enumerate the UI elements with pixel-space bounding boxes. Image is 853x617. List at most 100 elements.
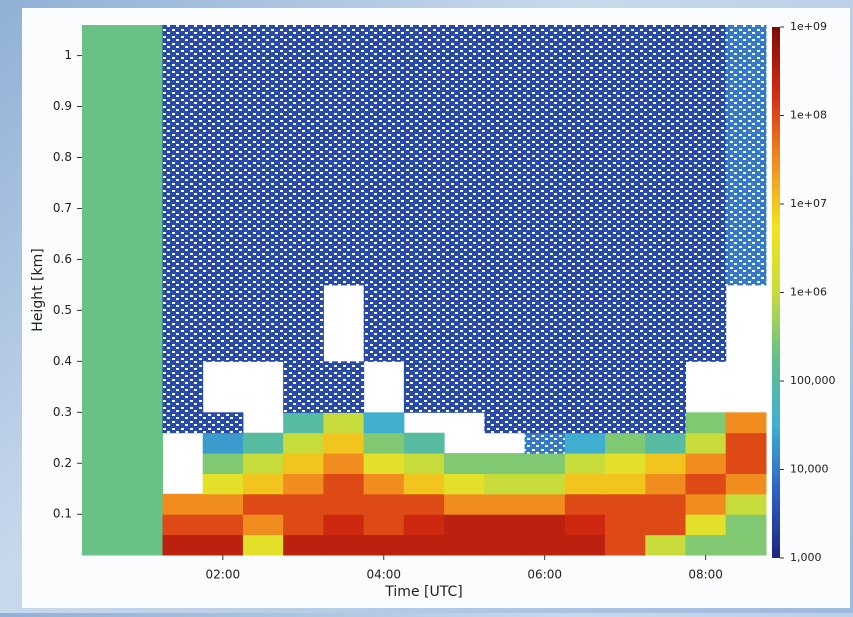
heat-cell <box>202 534 244 556</box>
heat-cell <box>122 514 163 536</box>
heat-cell <box>82 432 123 454</box>
speckle <box>242 25 284 133</box>
heat-cell <box>82 132 123 209</box>
speckle <box>564 361 606 413</box>
heat-cell <box>605 453 646 474</box>
heat-cell <box>323 534 365 556</box>
heat-cell <box>484 514 526 536</box>
heat-cell <box>283 473 324 495</box>
heat-cell <box>122 132 163 209</box>
heat-cell <box>444 493 485 515</box>
heat-cell <box>645 473 687 495</box>
speckle <box>283 208 324 286</box>
speckle <box>605 284 646 362</box>
heat-cell <box>484 534 526 556</box>
speckle <box>524 132 566 209</box>
speckle <box>484 412 526 434</box>
heat-cell <box>524 473 566 495</box>
heat-cell <box>242 432 284 454</box>
speckle <box>363 284 405 362</box>
heat-cell <box>484 473 526 495</box>
heat-cell <box>82 514 123 536</box>
heat-cell <box>564 453 606 474</box>
speckle <box>605 132 646 209</box>
speckle <box>403 132 445 209</box>
speckle <box>605 208 646 286</box>
colorbar-tick-label: 1e+07 <box>790 197 827 210</box>
heat-cell <box>725 534 767 556</box>
heat-cell <box>363 453 405 474</box>
heat-cell <box>283 493 324 515</box>
heat-cell <box>202 453 244 474</box>
speckle <box>162 412 204 434</box>
speckle <box>524 432 566 454</box>
heat-cell <box>605 514 646 536</box>
heat-cell <box>283 534 324 556</box>
speckle <box>685 284 727 362</box>
speckle <box>202 284 244 362</box>
heat-cell <box>283 453 324 474</box>
speckle <box>484 208 526 286</box>
heat-cell <box>162 534 204 556</box>
speckle <box>403 25 445 133</box>
speckle <box>283 284 324 362</box>
speckle <box>323 361 365 413</box>
speckle <box>283 132 324 209</box>
heat-cell <box>645 534 687 556</box>
speckle <box>725 132 767 209</box>
heat-cell <box>242 493 284 515</box>
speckle <box>403 284 445 362</box>
speckle <box>162 132 204 209</box>
speckle <box>645 284 687 362</box>
heat-cell <box>122 453 163 474</box>
y-tick-label: 0.2 <box>53 456 72 470</box>
y-tick-label: 0.1 <box>53 507 72 521</box>
heat-cell <box>363 514 405 536</box>
heat-cell <box>403 493 445 515</box>
colorbar-tick-label: 1e+08 <box>790 109 827 122</box>
speckle <box>645 25 687 133</box>
heat-cell <box>162 493 204 515</box>
heat-cell <box>645 432 687 454</box>
heat-cell <box>605 493 646 515</box>
heat-cell <box>524 453 566 474</box>
speckle <box>283 25 324 133</box>
x-tick-label: 08:00 <box>688 568 723 582</box>
heat-cell <box>444 473 485 495</box>
speckle <box>725 208 767 286</box>
heat-cell <box>122 25 163 133</box>
heat-cell <box>725 453 767 474</box>
heat-cell <box>122 361 163 413</box>
heat-cell <box>323 473 365 495</box>
speckle <box>323 132 365 209</box>
speckle <box>685 25 727 133</box>
heat-cell <box>645 493 687 515</box>
speckle <box>524 284 566 362</box>
speckle <box>444 361 485 413</box>
speckle <box>484 132 526 209</box>
y-tick-label: 0.5 <box>53 303 72 317</box>
speckle <box>484 25 526 133</box>
heat-cell <box>685 412 727 434</box>
x-axis-label: Time [UTC] <box>384 584 462 600</box>
speckle <box>403 208 445 286</box>
speckle <box>564 132 606 209</box>
heat-cell <box>82 473 123 495</box>
speckle <box>444 25 485 133</box>
heat-cell <box>685 473 727 495</box>
y-tick-label: 1 <box>64 48 72 62</box>
heat-cell <box>242 473 284 495</box>
speckle <box>162 361 204 413</box>
heat-cell <box>122 412 163 434</box>
y-tick-label: 0.6 <box>53 252 72 266</box>
colorbar-tick-label: 10,000 <box>790 463 829 476</box>
x-tick-label: 04:00 <box>366 568 401 582</box>
speckle <box>725 25 767 133</box>
speckle <box>484 284 526 362</box>
heat-cell <box>122 432 163 454</box>
colorbar-tick-label: 1e+09 <box>790 20 827 33</box>
heat-cell <box>725 432 767 454</box>
heat-cell <box>323 453 365 474</box>
heat-cell <box>202 473 244 495</box>
heat-cell <box>82 208 123 286</box>
